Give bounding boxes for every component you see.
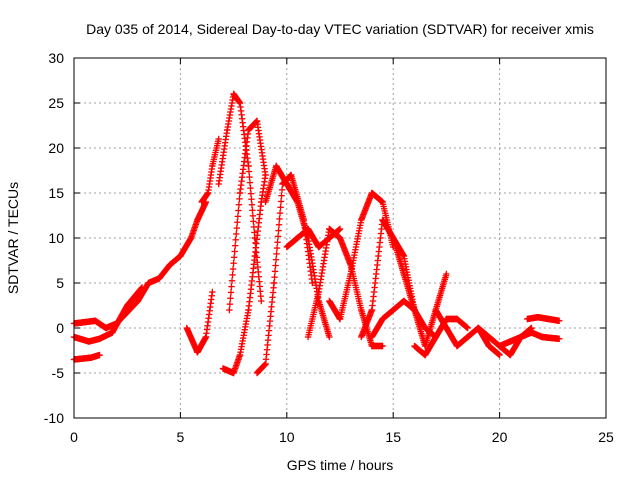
series-arc-22: [524, 314, 563, 324]
y-axis-label: SDTVAR / TECUs: [5, 182, 21, 294]
y-tick-label: 10: [48, 230, 64, 246]
y-tick-label: 20: [48, 140, 64, 156]
data-point: [276, 209, 284, 217]
data-point: [271, 273, 278, 281]
data-point: [336, 225, 344, 233]
x-tick-label: 15: [385, 429, 401, 445]
data-point: [247, 190, 255, 197]
series-arc-15: [358, 216, 439, 341]
data-point: [96, 351, 103, 359]
data-point: [248, 201, 256, 208]
data-point: [226, 300, 234, 308]
x-tick-label: 10: [279, 429, 295, 445]
data-point: [272, 262, 279, 269]
series-arc-3: [70, 351, 103, 363]
data-point: [229, 265, 237, 273]
data-point: [233, 230, 240, 238]
data-point: [309, 279, 316, 287]
data-point: [272, 256, 280, 263]
data-point: [277, 204, 284, 211]
data-point: [235, 207, 242, 214]
data-point: [226, 306, 233, 314]
data-point: [249, 207, 256, 214]
x-tick-label: 20: [492, 429, 508, 445]
data-point: [249, 212, 257, 220]
data-point: [248, 196, 255, 203]
x-tick-label: 25: [598, 429, 614, 445]
data-point: [273, 244, 281, 252]
data-point: [230, 254, 238, 261]
data-point: [228, 277, 236, 284]
data-point: [250, 218, 257, 225]
series-arc-19: [432, 306, 503, 359]
series-arc-9: [226, 117, 269, 314]
series-arc-2: [70, 284, 146, 345]
data-point: [262, 171, 269, 179]
data-point: [215, 135, 222, 143]
data-point: [234, 213, 242, 220]
data-point: [278, 186, 286, 194]
data-point: [228, 283, 235, 290]
data-point: [245, 168, 253, 175]
data-point: [275, 227, 282, 234]
y-tick-label: -5: [52, 365, 65, 381]
data-point: [231, 242, 239, 249]
data-point: [246, 179, 254, 186]
data-point: [232, 236, 239, 243]
data-point: [227, 295, 234, 302]
y-tick-label: 0: [56, 320, 64, 336]
data-point: [236, 195, 243, 203]
y-tick-label: 30: [48, 50, 64, 66]
data-point: [258, 297, 265, 305]
points-layer: [70, 90, 563, 377]
series-arc-8: [219, 171, 269, 377]
y-tick-label: 5: [56, 275, 64, 291]
data-point: [277, 198, 285, 205]
y-tick-label: 15: [48, 185, 64, 201]
data-point: [209, 288, 216, 296]
x-tick-label: 0: [70, 429, 78, 445]
chart-title: Day 035 of 2014, Sidereal Day-to-day VTE…: [86, 21, 594, 37]
series-arc-21: [496, 329, 563, 350]
data-point: [246, 173, 253, 181]
series-arc-4: [166, 198, 210, 269]
x-tick-label: 5: [177, 429, 185, 445]
y-tick-label: -10: [44, 410, 64, 426]
data-point: [233, 224, 240, 232]
data-point: [271, 268, 279, 275]
data-point: [326, 333, 333, 341]
series-arc-6: [183, 288, 216, 356]
data-point: [229, 271, 236, 279]
data-point: [274, 233, 282, 240]
data-point: [230, 260, 237, 267]
data-point: [276, 215, 283, 223]
y-tick-label: 25: [48, 95, 64, 111]
data-point: [275, 221, 283, 228]
data-point: [273, 250, 280, 258]
x-axis-label: GPS time / hours: [287, 457, 394, 473]
data-point: [270, 279, 278, 287]
data-point: [247, 184, 254, 192]
data-point: [227, 289, 235, 296]
data-point: [138, 284, 146, 291]
data-point: [278, 192, 285, 199]
data-point: [274, 239, 281, 246]
series-arc-14: [326, 189, 397, 323]
data-point: [231, 248, 238, 255]
data-point: [235, 201, 243, 208]
series-arc-5: [198, 135, 222, 206]
data-point: [234, 219, 241, 226]
